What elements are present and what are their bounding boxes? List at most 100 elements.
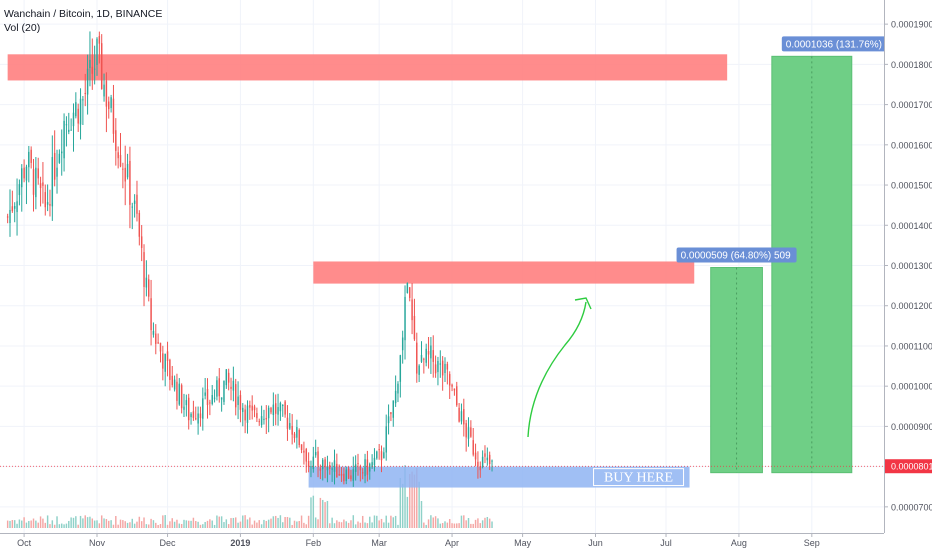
candle-body bbox=[9, 209, 11, 224]
candle-body bbox=[423, 358, 425, 360]
candle-body bbox=[359, 465, 362, 471]
volume-bar bbox=[296, 521, 298, 528]
candle-body bbox=[117, 152, 119, 159]
price-axis[interactable]: 0.0001900 0.0001800 0.0001700 0.0001600 0.00… bbox=[884, 0, 932, 550]
candle-body bbox=[25, 166, 28, 181]
volume-bar bbox=[413, 474, 416, 528]
candle-body bbox=[486, 457, 489, 461]
volume-bar bbox=[232, 517, 235, 528]
candle-body bbox=[32, 169, 35, 195]
volume-bar bbox=[9, 520, 11, 528]
volume-bar bbox=[293, 520, 296, 528]
volume-bar bbox=[354, 524, 357, 528]
volume-bar bbox=[361, 515, 364, 528]
candle-body bbox=[364, 459, 366, 477]
candle-body bbox=[380, 451, 383, 461]
candle-body bbox=[164, 353, 166, 372]
volume-bar bbox=[49, 524, 51, 528]
volume-bar bbox=[456, 523, 458, 528]
candle-body bbox=[239, 395, 242, 410]
volume-bar bbox=[481, 520, 484, 528]
volume-bar bbox=[486, 517, 489, 528]
candle-body bbox=[185, 400, 188, 406]
candle-body bbox=[155, 333, 157, 344]
candle-body bbox=[176, 381, 178, 401]
volume-bar bbox=[366, 523, 369, 528]
candle-body bbox=[51, 157, 54, 207]
volume-bar bbox=[46, 515, 49, 528]
resistance-zone[interactable] bbox=[313, 261, 695, 284]
volume-bar bbox=[380, 518, 383, 528]
candle-body bbox=[138, 212, 141, 237]
volume-bar bbox=[23, 517, 25, 528]
candle-body bbox=[258, 421, 260, 423]
time-axis[interactable]: Oct Nov Dec 2019 Feb Mar Apr May Jun Jul Aug Sep bbox=[0, 533, 884, 548]
volume-bar bbox=[345, 521, 347, 528]
volume-bar bbox=[225, 519, 228, 528]
candle-body bbox=[470, 427, 472, 437]
x-tick-label: Feb bbox=[306, 538, 322, 548]
volume-bar bbox=[418, 481, 420, 528]
volume-bar bbox=[359, 522, 362, 528]
candle-body bbox=[216, 380, 218, 397]
current-price-tag bbox=[885, 459, 932, 474]
volume-bar bbox=[451, 523, 453, 528]
candle-body bbox=[227, 372, 230, 383]
candle-body bbox=[16, 201, 18, 213]
target-box[interactable] bbox=[771, 55, 853, 474]
volume-indicator-label: Vol (20) bbox=[4, 22, 40, 34]
candle-body bbox=[13, 205, 16, 209]
annotations: BUY HERE 0.0000509 (64.80%) 509 0.0001036 … bbox=[0, 36, 898, 487]
volume-bar bbox=[305, 524, 307, 528]
x-tick-label: 2019 bbox=[230, 538, 250, 548]
volume-bar bbox=[178, 523, 181, 528]
candle-body bbox=[401, 337, 404, 351]
candle-body bbox=[369, 463, 371, 472]
candle-body bbox=[39, 183, 42, 189]
candle-body bbox=[383, 452, 385, 459]
volume-bar bbox=[218, 516, 220, 528]
candle-body bbox=[260, 416, 263, 426]
y-tick-label: 0.0001800 bbox=[891, 60, 932, 70]
candle-body bbox=[70, 129, 72, 131]
volume-bar bbox=[333, 523, 336, 528]
volume-bar bbox=[68, 520, 70, 528]
candle-body bbox=[173, 379, 176, 390]
volume-bar bbox=[453, 523, 456, 528]
volume-bar bbox=[369, 516, 371, 528]
volume-bar bbox=[197, 521, 199, 528]
candle-body bbox=[209, 402, 211, 404]
candle-body bbox=[453, 388, 456, 391]
target-label-bg bbox=[676, 247, 797, 263]
volume-bar bbox=[18, 519, 21, 528]
x-tick-label: Nov bbox=[89, 538, 106, 548]
volume-bar bbox=[289, 517, 291, 528]
resistance-zone[interactable] bbox=[7, 54, 728, 81]
candle-body bbox=[6, 216, 9, 218]
volume-bar bbox=[329, 523, 331, 528]
volume-bar bbox=[479, 523, 481, 528]
volume-bar bbox=[105, 519, 108, 528]
candle-body bbox=[411, 299, 413, 321]
support-zone[interactable] bbox=[308, 466, 690, 488]
candle-body bbox=[378, 449, 380, 451]
volume-bar bbox=[340, 522, 343, 528]
volume-bar bbox=[131, 518, 133, 528]
volume-bar bbox=[484, 517, 486, 528]
volume-bars bbox=[6, 465, 493, 528]
candle-body bbox=[91, 66, 94, 74]
candle-body bbox=[68, 129, 70, 132]
volume-bar bbox=[373, 515, 376, 528]
candle-body bbox=[159, 342, 162, 352]
volume-bar bbox=[86, 517, 89, 528]
x-tick-label: Mar bbox=[371, 538, 387, 548]
volume-bar bbox=[319, 497, 322, 528]
candle-body bbox=[336, 463, 338, 478]
candle-body bbox=[18, 184, 21, 196]
volume-bar bbox=[143, 517, 145, 528]
volume-bar bbox=[387, 522, 390, 528]
candle-body bbox=[366, 459, 369, 475]
volume-bar bbox=[11, 520, 14, 528]
candle-body bbox=[397, 383, 399, 394]
